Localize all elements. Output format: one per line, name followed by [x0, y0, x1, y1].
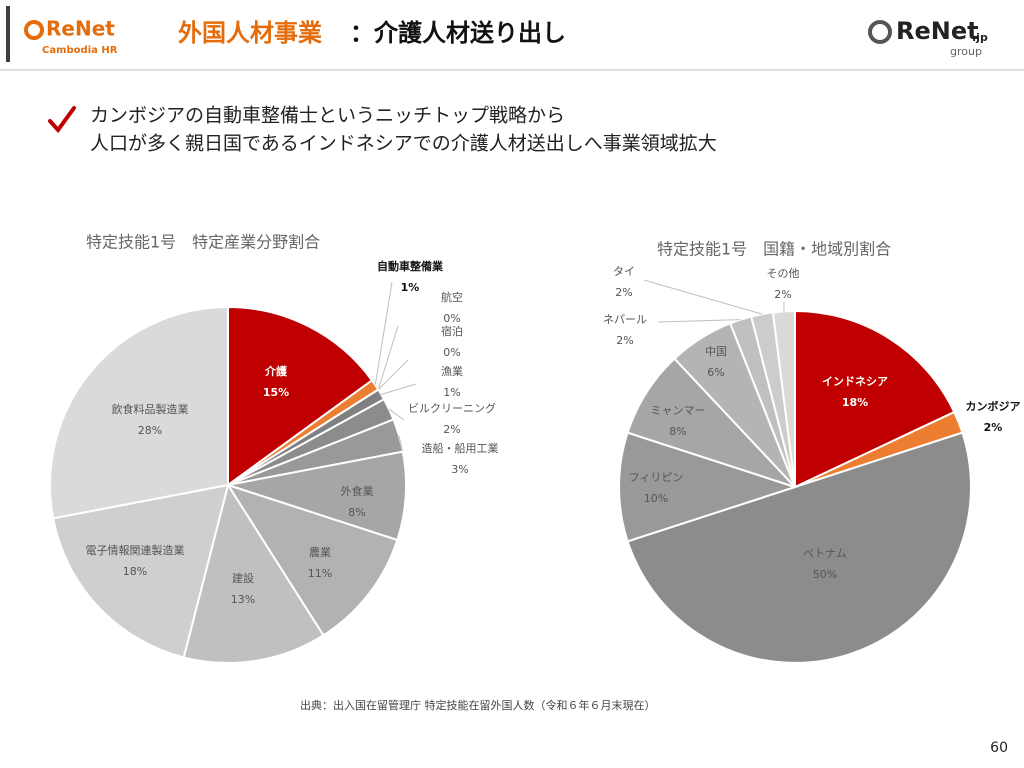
logo-left: ReNet — [46, 17, 115, 41]
slice-value-label: 0% — [443, 346, 460, 359]
pie-slice — [49, 305, 229, 520]
slice-label: 航空 — [441, 290, 463, 304]
slice-value-label: 1% — [443, 386, 460, 399]
slice-value-label: 1% — [401, 281, 420, 294]
slice-value-label: 8% — [348, 506, 365, 519]
slice-value-label: 2% — [616, 334, 633, 347]
pie-slice — [771, 309, 796, 488]
leader-line — [388, 408, 405, 421]
slice-label: 農業 — [309, 545, 331, 559]
pie-slice — [618, 431, 799, 543]
slice-label: ビルクリーニング — [408, 401, 496, 415]
slice-value-label: 2% — [443, 423, 460, 436]
pie-slice — [626, 357, 796, 488]
slice-value-label: 6% — [707, 366, 724, 379]
pie-slice — [227, 305, 374, 487]
header-bar — [6, 6, 10, 62]
slice-value-label: 28% — [138, 424, 162, 437]
slice-label: フィリピン — [629, 471, 684, 484]
slice-value-label: 2% — [774, 288, 791, 301]
leader-line — [381, 383, 417, 395]
slice-value-label: 50% — [813, 568, 837, 581]
pie-slice — [182, 482, 325, 664]
leader-line — [657, 319, 741, 323]
slice-label: カンボジア — [966, 399, 1021, 413]
bullet-line: カンボジアの自動車整備士というニッチトップ戦略から — [90, 105, 565, 127]
slice-value-label: 11% — [308, 567, 332, 580]
slice-value-label: 8% — [669, 425, 686, 438]
bullet-line: 人口が多く親日国であるインドネシアでの介護人材送出しへ事業領域拡大 — [90, 133, 717, 155]
slice-value-label: 0% — [443, 312, 460, 325]
check-icon — [48, 106, 76, 134]
slice-value-label: 2% — [615, 286, 632, 299]
slice-label: ミャンマー — [651, 404, 706, 417]
logo-left-sub: Cambodia HR — [42, 45, 118, 56]
chart-title: 特定技能1号 特定産業分野割合 — [86, 233, 320, 252]
slice-label: その他 — [767, 267, 800, 280]
slice-value-label: 3% — [451, 463, 468, 476]
slice-label: 宿泊 — [441, 324, 463, 338]
pie-slice — [794, 309, 956, 489]
chart-title: 特定技能1号 国籍・地域別割合 — [657, 240, 891, 259]
slice-label: 介護 — [264, 364, 288, 378]
logo-right-sub: group — [950, 45, 982, 58]
slice-label: ベトナム — [803, 547, 847, 560]
page-number: 60 — [990, 740, 1008, 756]
title-accent: 外国人材事業 — [178, 19, 322, 47]
slice-label: タイ — [613, 265, 635, 278]
leader-line — [377, 325, 399, 390]
slice-label: 中国 — [705, 345, 727, 358]
pie-slice — [51, 483, 230, 659]
slice-value-label: 18% — [842, 396, 868, 409]
logo-left-icon — [24, 20, 44, 40]
slice-label: 造船・船用工業 — [422, 441, 499, 455]
title-rest: ：介護人材送り出し — [350, 19, 566, 47]
leader-line — [643, 279, 763, 315]
logo-right-icon — [868, 20, 892, 44]
slice-label: インドネシア — [822, 375, 888, 388]
slice-label: 漁業 — [441, 364, 463, 378]
slice-value-label: 13% — [231, 593, 255, 606]
pie-slice — [227, 450, 407, 542]
slice-label: 外食業 — [341, 484, 374, 498]
slice-label: ネパール — [603, 313, 647, 326]
slice-label: 建設 — [232, 571, 254, 585]
logo-right-suffix: .jp — [972, 31, 988, 44]
slice-value-label: 2% — [984, 421, 1003, 434]
leader-line — [374, 281, 393, 386]
slice-label: 電子情報関連製造業 — [86, 543, 185, 557]
slice-value-label: 15% — [263, 386, 289, 399]
source: 出典：出入国在留管理庁 特定技能在留外国人数（令和６年６月末現在） — [300, 698, 656, 712]
slice-value-label: 10% — [644, 492, 668, 505]
slice-label: 飲食料品製造業 — [112, 402, 189, 416]
logo-right: ReNet — [896, 17, 979, 45]
pie-slice — [225, 483, 399, 637]
pie-slice — [626, 431, 972, 664]
leader-line — [377, 359, 409, 390]
slice-value-label: 18% — [123, 565, 147, 578]
slice-label: 自動車整備業 — [377, 259, 444, 273]
